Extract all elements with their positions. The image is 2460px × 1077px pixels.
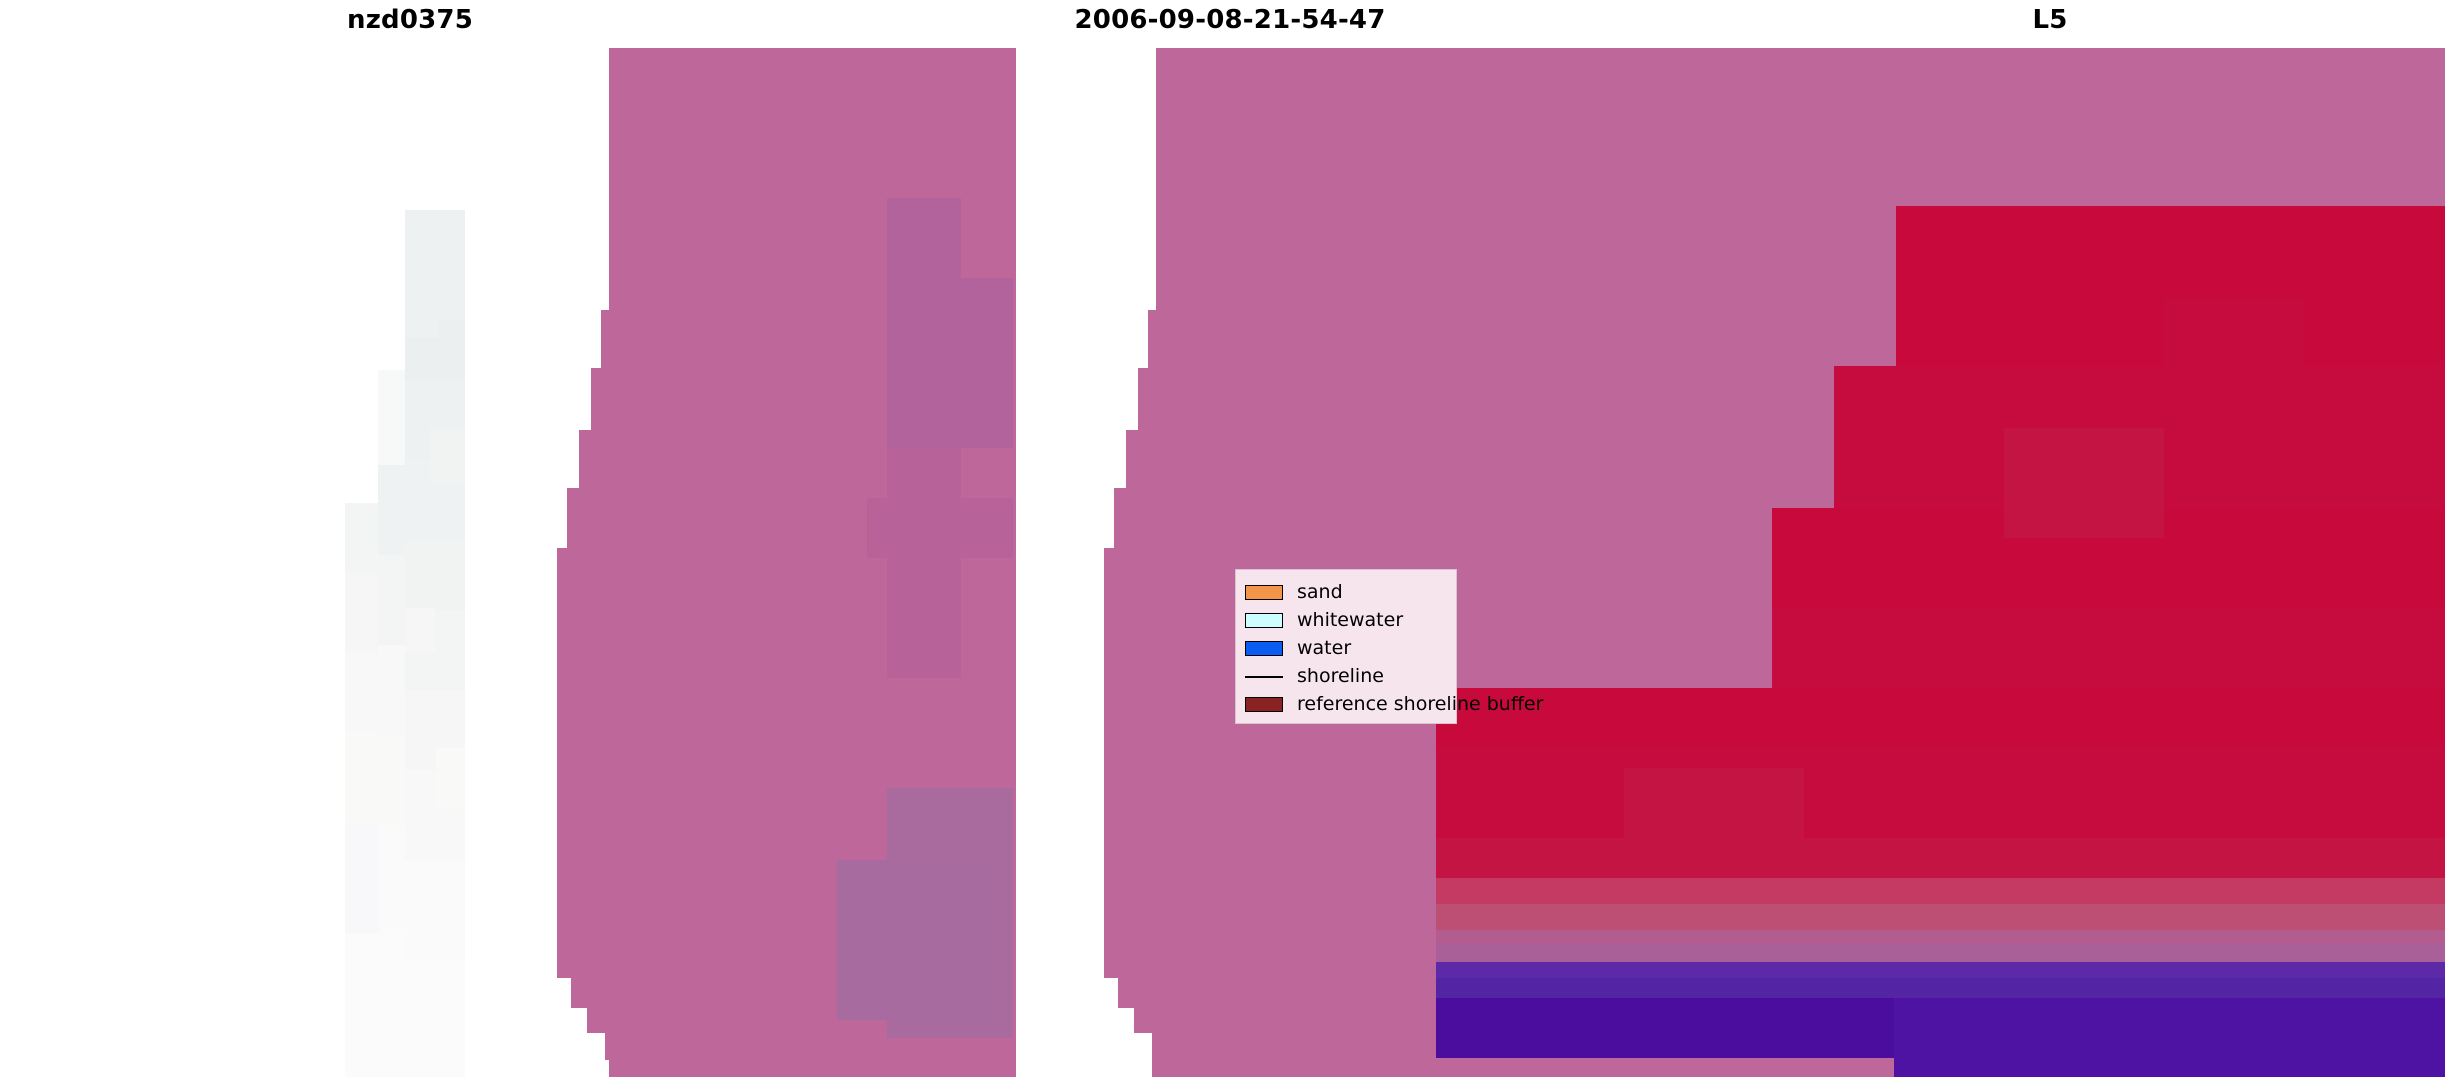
legend: sand whitewater water shoreline referenc… (1235, 569, 1543, 724)
panel-center-body (820, 48, 1640, 1077)
legend-label-shoreline: shoreline (1297, 664, 1384, 687)
reference-shoreline-buffer-swatch-icon (1245, 696, 1283, 712)
panel-right: L5 (1640, 0, 2460, 1077)
sand-swatch-icon (1245, 584, 1283, 600)
legend-item-reference-shoreline-buffer: reference shoreline buffer (1245, 690, 1543, 718)
whitewater-swatch-icon (1245, 612, 1283, 628)
center-raster-body (557, 48, 1013, 1077)
legend-item-shoreline: shoreline (1245, 662, 1446, 690)
legend-item-whitewater: whitewater (1245, 606, 1446, 634)
water-swatch-icon (1245, 640, 1283, 656)
panel-left: nzd0375 (0, 0, 820, 1077)
legend-item-sand: sand (1245, 578, 1446, 606)
panel-right-title: L5 (2032, 5, 2068, 35)
legend-label-sand: sand (1297, 580, 1343, 603)
shoreline-line-icon (1245, 669, 1283, 684)
legend-label-whitewater: whitewater (1297, 608, 1404, 631)
legend-label-water: water (1297, 636, 1352, 659)
panel-left-title: nzd0375 (346, 5, 474, 35)
legend-label-reference-shoreline-buffer: reference shoreline buffer (1297, 692, 1544, 715)
legend-item-water: water (1245, 634, 1446, 662)
panel-center: 2006-09-08-21-54-47 (820, 0, 1640, 1077)
panel-center-title: 2006-09-08-21-54-47 (1074, 5, 1386, 35)
panel-left-image (0, 48, 820, 1077)
right-raster-body (1104, 48, 2445, 1077)
